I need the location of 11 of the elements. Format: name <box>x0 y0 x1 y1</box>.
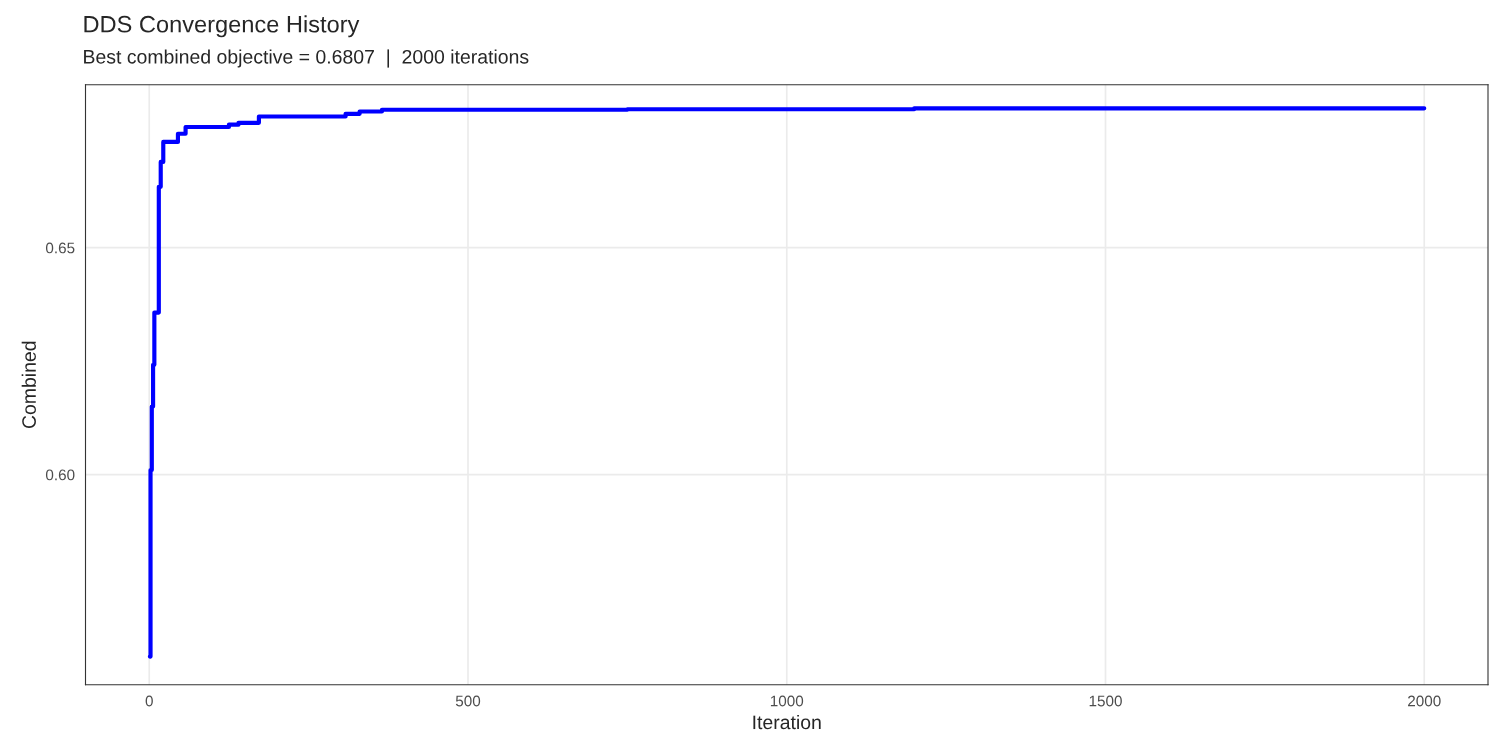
y-axis-title: Combined <box>21 341 36 429</box>
chart-title: DDS Convergence History <box>84 15 360 38</box>
x-tick-label: 500 <box>455 695 481 707</box>
chart-subtitle: Best combined objective = 0.6807 | 2000 iterations <box>84 49 529 68</box>
x-tick-label: 1000 <box>770 695 804 707</box>
x-tick-label: 0 <box>145 695 153 707</box>
x-axis-title: Iteration <box>753 714 821 730</box>
x-tick-label: 1500 <box>1089 695 1122 707</box>
y-tick-label: 0.60 <box>45 469 75 481</box>
y-tick-label: 0.65 <box>45 242 75 254</box>
x-tick-label: 2000 <box>1408 695 1441 707</box>
